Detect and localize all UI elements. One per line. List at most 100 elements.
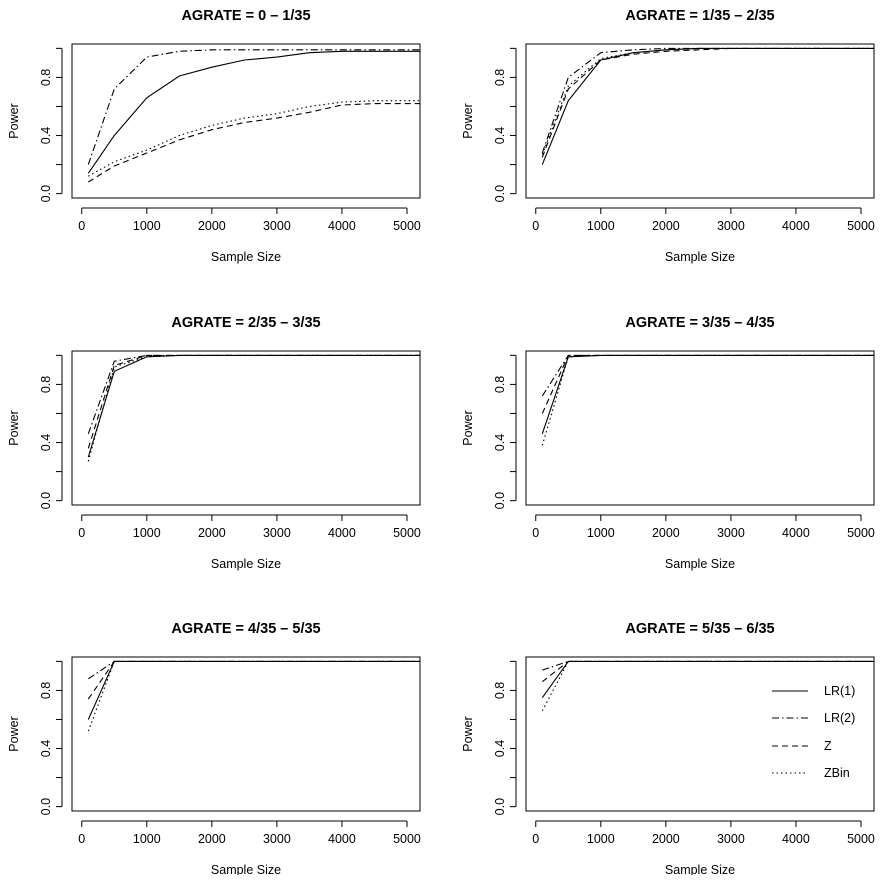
y-tick-label: 0.4 [39,127,53,144]
series-line-zbin [88,100,420,177]
series-line-lr1 [87,50,420,174]
y-tick-label: 0.8 [39,682,53,699]
x-tick-label: 0 [532,526,539,540]
series-line-zbin [541,354,874,446]
y-axis-label: Power [7,716,21,751]
series-line-z [88,103,420,183]
series-line-z [87,660,420,700]
series-line-z [541,47,874,158]
x-tick-label: 4000 [782,832,810,846]
x-tick-label: 3000 [717,832,745,846]
x-tick-label: 3000 [263,832,291,846]
legend-label: LR(1) [824,684,855,698]
x-tick-label: 1000 [587,219,615,233]
series-line-lr2 [87,354,420,434]
y-axis-label: Power [461,716,475,751]
x-tick-label: 4000 [328,832,356,846]
x-tick-label: 5000 [393,526,421,540]
panel-title: AGRATE = 2/35 – 3/35 [171,315,320,331]
x-tick-label: 0 [78,219,85,233]
x-tick-label: 5000 [393,832,421,846]
x-tick-label: 2000 [652,526,680,540]
x-tick-label: 0 [532,219,539,233]
x-tick-label: 2000 [198,526,226,540]
x-axis-label: Sample Size [665,250,735,264]
x-tick-label: 4000 [328,219,356,233]
panel-4: AGRATE = 3/35 – 4/35 0 1000 2000 3000 4000 500… [461,315,875,571]
x-axis-label: Sample Size [211,557,281,571]
x-tick-label: 5000 [847,219,875,233]
x-tick-label: 0 [78,832,85,846]
x-tick-label: 2000 [198,832,226,846]
series-line-z [87,354,420,449]
legend-label: LR(2) [824,711,855,725]
x-tick-label: 4000 [782,219,810,233]
y-axis-label: Power [461,103,475,138]
plot-frame [71,656,421,812]
x-tick-label: 4000 [782,526,810,540]
y-tick-label: 0.0 [39,798,53,815]
panel-title: AGRATE = 0 – 1/35 [181,8,310,24]
y-tick-label: 0.0 [493,798,507,815]
x-axis-label: Sample Size [665,863,735,875]
y-tick-label: 0.4 [39,434,53,451]
y-axis-label: Power [461,410,475,445]
y-tick-label: 0.0 [39,492,53,509]
plot-frame [525,350,875,506]
series-line-lr2 [87,660,420,680]
plot-frame [525,656,875,812]
x-tick-label: 1000 [587,832,615,846]
plot-frame [71,43,421,199]
panel-title: AGRATE = 4/35 – 5/35 [171,621,320,637]
panel-title: AGRATE = 5/35 – 6/35 [625,621,774,637]
legend-label: ZBin [824,766,850,780]
x-tick-label: 1000 [133,526,161,540]
y-tick-label: 0.4 [493,127,507,144]
y-tick-label: 0.0 [493,492,507,509]
plot-frame [71,350,421,506]
x-tick-label: 3000 [717,219,745,233]
series-line-zbin [541,660,874,712]
x-axis-label: Sample Size [211,250,281,264]
series-line-lr1 [541,354,874,434]
x-tick-label: 1000 [133,832,161,846]
series-line-lr2 [87,49,420,165]
series-line-z [541,354,874,414]
panel-5: AGRATE = 4/35 – 5/35 0 1000 2000 3000 4000 500… [7,621,421,877]
series-line-lr1 [87,354,420,458]
y-tick-label: 0.8 [493,69,507,86]
y-tick-label: 0.8 [493,376,507,393]
y-tick-label: 0.4 [493,740,507,757]
legend-label: Z [824,739,832,753]
x-axis-label: Sample Size [211,863,281,875]
y-tick-label: 0.4 [39,740,53,757]
x-axis-label: Sample Size [665,557,735,571]
series-line-lr2 [542,660,874,671]
series-line-lr1 [87,660,420,720]
x-tick-label: 5000 [847,832,875,846]
x-tick-label: 1000 [133,219,161,233]
series-line-zbin [87,354,420,462]
panel-6: AGRATE = 5/35 – 6/35 0 1000 2000 3000 4000 500… [461,621,875,877]
panel-2: AGRATE = 1/35 – 2/35 0 1000 2000 3000 4000 500… [461,8,875,264]
x-tick-label: 5000 [393,219,421,233]
y-tick-label: 0.8 [39,69,53,86]
plot-frame [525,43,875,199]
x-tick-label: 4000 [328,526,356,540]
x-tick-label: 5000 [847,526,875,540]
series-line-lr2 [541,47,874,154]
x-tick-label: 3000 [717,526,745,540]
panel-3: AGRATE = 2/35 – 3/35 0 1000 2000 3000 4000 500… [7,315,421,571]
y-tick-label: 0.8 [39,376,53,393]
panel-1: AGRATE = 0 – 1/35 0 1000 2000 3000 4000 5000 Sa… [7,8,421,264]
series-line-lr2 [541,354,874,397]
y-tick-label: 0.8 [493,682,507,699]
x-tick-label: 3000 [263,526,291,540]
panel-title: AGRATE = 3/35 – 4/35 [625,315,774,331]
legend: LR(1) LR(2) Z ZBin [772,684,855,780]
series-line-zbin [87,660,420,732]
x-tick-label: 2000 [198,219,226,233]
x-tick-label: 3000 [263,219,291,233]
